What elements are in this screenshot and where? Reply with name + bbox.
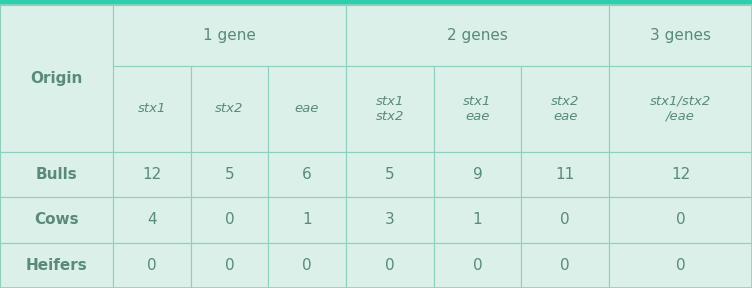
Text: stx1
eae: stx1 eae — [463, 95, 492, 123]
Bar — [0, 0, 752, 5]
Text: stx1
stx2: stx1 stx2 — [375, 95, 404, 123]
Bar — [113, 242, 190, 288]
Text: Origin: Origin — [30, 71, 83, 86]
Text: eae: eae — [295, 102, 320, 115]
Bar — [521, 242, 609, 288]
Bar — [521, 152, 609, 197]
Bar — [434, 242, 521, 288]
Text: 11: 11 — [556, 167, 575, 182]
Bar — [346, 197, 434, 242]
Bar — [0, 197, 113, 242]
Bar — [0, 5, 113, 152]
Text: 0: 0 — [302, 258, 312, 273]
Text: stx1: stx1 — [138, 102, 166, 115]
Text: 0: 0 — [147, 258, 156, 273]
Bar — [434, 152, 521, 197]
Bar — [113, 5, 346, 66]
Text: 0: 0 — [225, 212, 234, 228]
Text: 1 gene: 1 gene — [203, 28, 256, 43]
Bar — [521, 197, 609, 242]
Text: 0: 0 — [473, 258, 482, 273]
Bar — [434, 197, 521, 242]
Bar — [268, 66, 346, 152]
Text: 0: 0 — [385, 258, 395, 273]
Bar — [609, 242, 752, 288]
Bar — [609, 66, 752, 152]
Bar — [268, 242, 346, 288]
Bar — [190, 197, 268, 242]
Bar — [190, 242, 268, 288]
Bar — [609, 197, 752, 242]
Text: 0: 0 — [225, 258, 234, 273]
Text: 12: 12 — [671, 167, 690, 182]
Text: 4: 4 — [147, 212, 156, 228]
Bar — [434, 66, 521, 152]
Text: 0: 0 — [676, 212, 685, 228]
Text: 9: 9 — [473, 167, 482, 182]
Bar — [113, 197, 190, 242]
Bar — [346, 66, 434, 152]
Text: stx2: stx2 — [215, 102, 244, 115]
Text: 3 genes: 3 genes — [650, 28, 711, 43]
Text: Cows: Cows — [34, 212, 79, 228]
Text: 2 genes: 2 genes — [447, 28, 508, 43]
Text: 0: 0 — [676, 258, 685, 273]
Text: 5: 5 — [385, 167, 395, 182]
Bar — [0, 242, 113, 288]
Bar — [0, 152, 113, 197]
Bar — [113, 66, 190, 152]
Bar — [521, 66, 609, 152]
Text: 1: 1 — [473, 212, 482, 228]
Text: 5: 5 — [225, 167, 234, 182]
Bar — [609, 152, 752, 197]
Bar — [113, 152, 190, 197]
Bar — [346, 5, 609, 66]
Text: 0: 0 — [560, 212, 570, 228]
Bar — [346, 152, 434, 197]
Text: 12: 12 — [142, 167, 161, 182]
Text: Heifers: Heifers — [26, 258, 87, 273]
Text: stx2
eae: stx2 eae — [551, 95, 580, 123]
Text: Bulls: Bulls — [35, 167, 77, 182]
Text: 0: 0 — [560, 258, 570, 273]
Text: stx1/stx2
/eae: stx1/stx2 /eae — [650, 95, 711, 123]
Bar — [190, 152, 268, 197]
Text: 1: 1 — [302, 212, 312, 228]
Text: 3: 3 — [385, 212, 395, 228]
Bar — [190, 66, 268, 152]
Bar — [609, 5, 752, 66]
Bar — [268, 197, 346, 242]
Bar — [346, 242, 434, 288]
Text: 6: 6 — [302, 167, 312, 182]
Bar — [268, 152, 346, 197]
